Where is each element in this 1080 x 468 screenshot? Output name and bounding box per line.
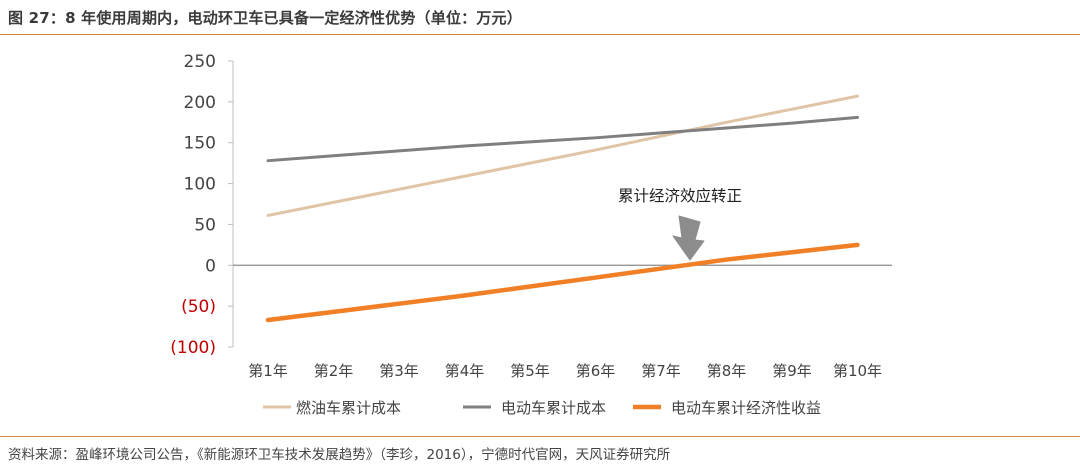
- x-tick-label: 第8年: [707, 362, 747, 380]
- chart-axes: 250 200 150 100 50 0 (50) (100) 第1年 第2年 第3年 第4年 第5年 第…: [170, 52, 892, 380]
- x-tick-label: 第1年: [248, 362, 288, 380]
- y-tick-label: (50): [181, 297, 216, 317]
- figure-title: 图 27：8 年使用周期内，电动环卫车已具备一定经济性优势（单位：万元）: [8, 9, 522, 27]
- series-line-3: [265, 242, 860, 323]
- x-tick-label: 第3年: [379, 362, 419, 380]
- y-tick-label: 150: [184, 134, 216, 154]
- y-tick-label: 200: [184, 93, 216, 113]
- series-layer: [265, 94, 860, 323]
- annotation-arrow: [672, 215, 705, 261]
- title-rule: [0, 34, 1080, 35]
- legend-label-1: 燃油车累计成本: [296, 399, 401, 417]
- x-tick-label: 第2年: [314, 362, 354, 380]
- y-tick-label: 50: [194, 215, 216, 235]
- legend-label-3: 电动车累计经济性收益: [671, 399, 821, 417]
- legend-label-2: 电动车累计成本: [501, 399, 606, 417]
- series-line-2: [266, 115, 859, 163]
- chart-legend: 燃油车累计成本 电动车累计成本 电动车累计经济性收益: [263, 399, 821, 417]
- y-tick-label: 0: [205, 256, 216, 276]
- annotation-layer: 累计经济效应转正: [618, 186, 742, 261]
- x-tick-label: 第5年: [510, 362, 550, 380]
- x-tick-label: 第4年: [445, 362, 485, 380]
- x-tick-label: 第6年: [576, 362, 616, 380]
- line-chart: 250 200 150 100 50 0 (50) (100) 第1年 第2年 第3年 第4年 第5年 第…: [170, 52, 892, 417]
- y-tick-label: 250: [184, 52, 216, 72]
- x-tick-label: 第9年: [772, 362, 812, 380]
- annotation-text: 累计经济效应转正: [618, 186, 742, 205]
- y-tick-label: 100: [184, 175, 216, 195]
- series-line-1: [266, 94, 859, 217]
- source-rule: [0, 436, 1080, 437]
- x-tick-label: 第7年: [641, 362, 681, 380]
- x-tick-label: 第10年: [833, 362, 882, 380]
- y-tick-label: (100): [170, 338, 216, 358]
- source-note: 资料来源：盈峰环境公司公告，《新能源环卫车技术发展趋势》（李珍，2016），宁德…: [8, 447, 671, 463]
